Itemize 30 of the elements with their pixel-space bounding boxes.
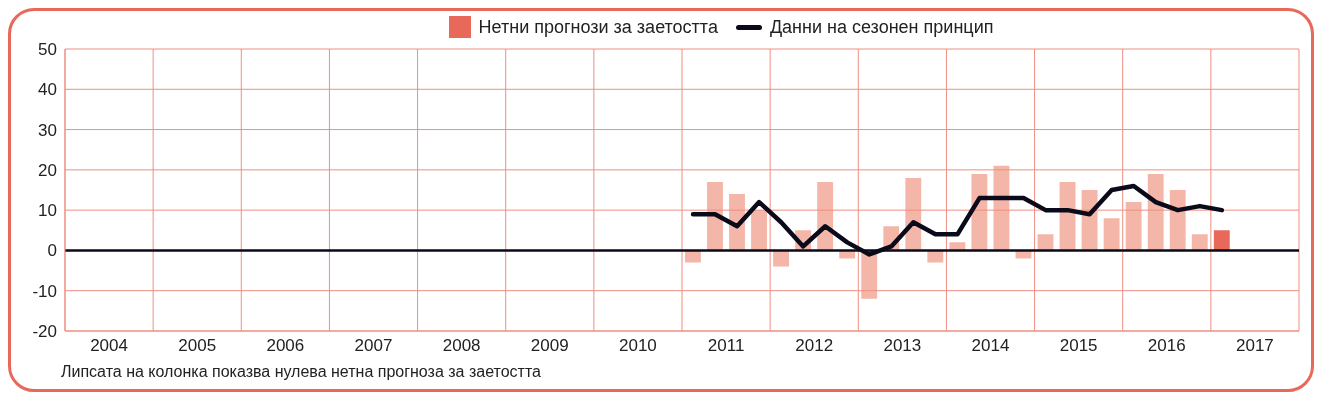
- x-tick-label: 2007: [354, 336, 393, 356]
- y-tick-label: -20: [32, 322, 57, 342]
- x-tick-label: 2015: [1059, 336, 1098, 356]
- bar: [751, 210, 767, 251]
- legend-label: Нетни прогнози за заетостта: [478, 16, 718, 38]
- y-tick-label: -10: [32, 281, 57, 301]
- x-tick-label: 2014: [971, 336, 1010, 356]
- y-tick-label: 10: [38, 201, 57, 221]
- x-tick-label: 2012: [795, 336, 834, 356]
- y-tick-label: 30: [38, 120, 57, 140]
- legend-label: Данни на сезонен принцип: [769, 16, 994, 38]
- bar: [1125, 202, 1142, 251]
- x-tick-label: 2010: [619, 336, 657, 356]
- bar: [1213, 230, 1230, 251]
- x-tick-label: 2017: [1236, 336, 1274, 356]
- bar: [1103, 218, 1120, 251]
- y-tick-label: 0: [47, 241, 57, 261]
- x-tick-label: 2013: [883, 336, 922, 356]
- y-tick-label: 50: [38, 40, 57, 60]
- bar: [861, 250, 878, 299]
- y-tick-label: 40: [38, 80, 57, 100]
- x-tick-label: 2011: [707, 336, 745, 356]
- text: Липсата на колонка показва нулева нетна прогноза за заетостта: [60, 363, 542, 381]
- x-tick-label: 2004: [90, 336, 128, 356]
- x-tick-label: 2008: [442, 336, 481, 356]
- y-tick-label: 20: [38, 160, 57, 180]
- x-tick-label: 2009: [530, 336, 569, 356]
- x-tick-label: 2006: [266, 336, 305, 356]
- x-tick-label: 2005: [178, 336, 217, 356]
- x-tick-label: 2016: [1147, 336, 1186, 356]
